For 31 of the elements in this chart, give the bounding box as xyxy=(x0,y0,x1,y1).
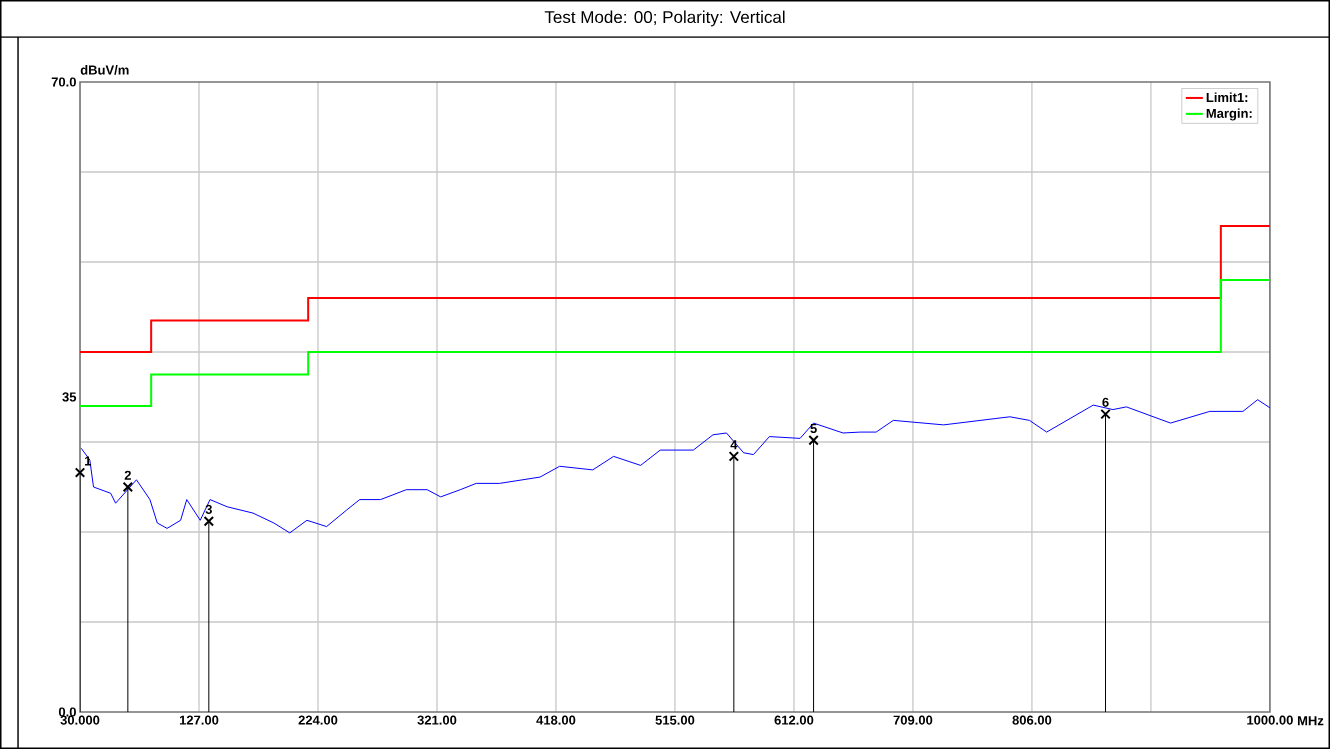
annotation: 5 xyxy=(810,423,817,433)
point xyxy=(808,434,819,446)
y-axis-title: dBuV/m xyxy=(80,65,129,75)
legend-label: Limit1: xyxy=(1206,92,1248,103)
annotation: 2 xyxy=(124,470,131,480)
x-tick-label: 709.00 xyxy=(893,715,933,725)
x-tick-label: 30.000 xyxy=(60,715,100,725)
y-tick-label: 0.0 xyxy=(58,707,76,717)
point xyxy=(203,515,215,527)
x-tick-label: 806.00 xyxy=(1012,715,1052,725)
x-tick-label: 612.00 xyxy=(774,715,814,725)
legend-label: Margin: xyxy=(1206,108,1252,121)
point xyxy=(728,451,740,462)
point xyxy=(1100,408,1111,420)
x-tick-label: 515.00 xyxy=(655,715,695,725)
x-axis-title: MHz xyxy=(1297,716,1324,726)
annotation: 3 xyxy=(205,504,212,514)
y-tick-label: 35 xyxy=(62,392,77,402)
point xyxy=(122,481,134,493)
point xyxy=(74,467,86,478)
x-tick-label: 418.00 xyxy=(536,715,576,725)
annotation: 4 xyxy=(730,440,738,450)
x-tick-label: 321.00 xyxy=(417,715,457,725)
x-tick-label: 224.00 xyxy=(298,715,338,725)
x-tick-label: 127.00 xyxy=(179,715,219,725)
line-series xyxy=(80,399,1270,534)
chart-title: Test Mode: 00; Polarity: Vertical xyxy=(544,10,785,27)
annotation: 1 xyxy=(85,456,92,466)
annotation: 6 xyxy=(1102,397,1109,407)
y-tick-label: 70.0 xyxy=(51,77,76,87)
x-tick-label: 1000.00 xyxy=(1247,715,1293,725)
